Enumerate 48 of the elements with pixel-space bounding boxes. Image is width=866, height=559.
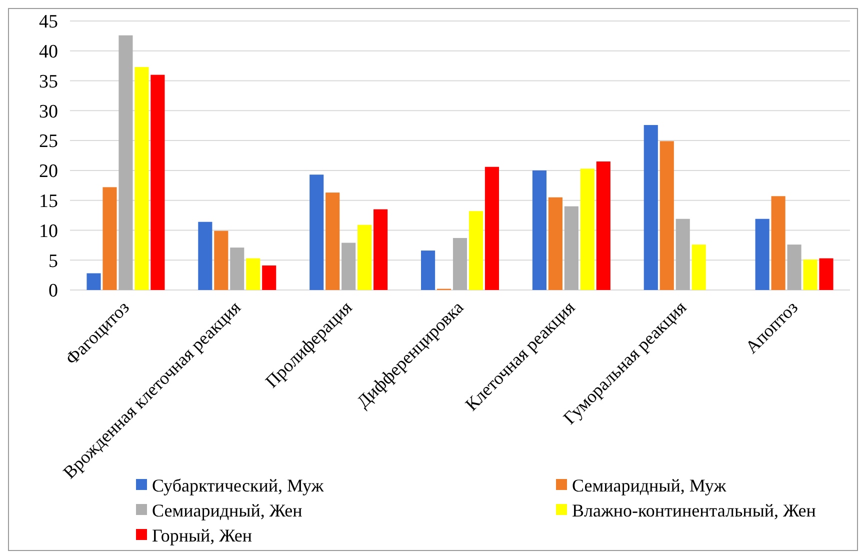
bar [532, 170, 546, 290]
y-tick-label: 0 [48, 280, 58, 302]
bar [262, 265, 276, 290]
y-tick-label: 35 [39, 71, 58, 92]
bar [326, 192, 340, 290]
bar [358, 224, 372, 290]
bar [102, 187, 117, 290]
y-tick-label: 45 [39, 12, 58, 33]
bar [118, 35, 133, 290]
bar [214, 230, 228, 290]
bar [676, 218, 690, 290]
bar [787, 244, 802, 290]
bar [484, 166, 499, 290]
bar [198, 222, 212, 290]
y-tick-label: 30 [39, 101, 58, 122]
legend-label: Семиаридный, Жен [152, 500, 303, 520]
bar [660, 141, 674, 290]
legend-label: Субарктический, Муж [152, 475, 324, 496]
y-tick-label: 15 [39, 190, 58, 212]
bar [150, 74, 165, 290]
legend-label: Влажно-континентальный, Жен [572, 500, 816, 520]
bar [819, 258, 834, 290]
bar [580, 168, 594, 290]
legend-label: Семиаридный, Муж [572, 475, 727, 496]
bar [468, 211, 484, 290]
bar [374, 209, 388, 290]
bar [452, 238, 468, 290]
bar [755, 218, 770, 290]
y-tick-label: 20 [39, 161, 58, 182]
y-tick-label: 25 [39, 131, 58, 152]
bar [564, 206, 578, 290]
bar [692, 244, 706, 290]
bar [596, 161, 610, 290]
bar [421, 250, 436, 290]
bar [134, 67, 149, 290]
bar [230, 248, 244, 290]
bar [246, 258, 260, 290]
bar [86, 273, 101, 290]
bar [803, 260, 818, 290]
y-tick-label: 5 [48, 250, 58, 272]
y-tick-label: 40 [39, 42, 58, 63]
bar [644, 125, 658, 290]
legend-label: Горный, Жен [152, 525, 252, 546]
bar [342, 242, 356, 290]
bar [548, 197, 562, 290]
bar [310, 174, 324, 290]
y-tick-label: 10 [39, 220, 58, 242]
bar [771, 196, 786, 290]
